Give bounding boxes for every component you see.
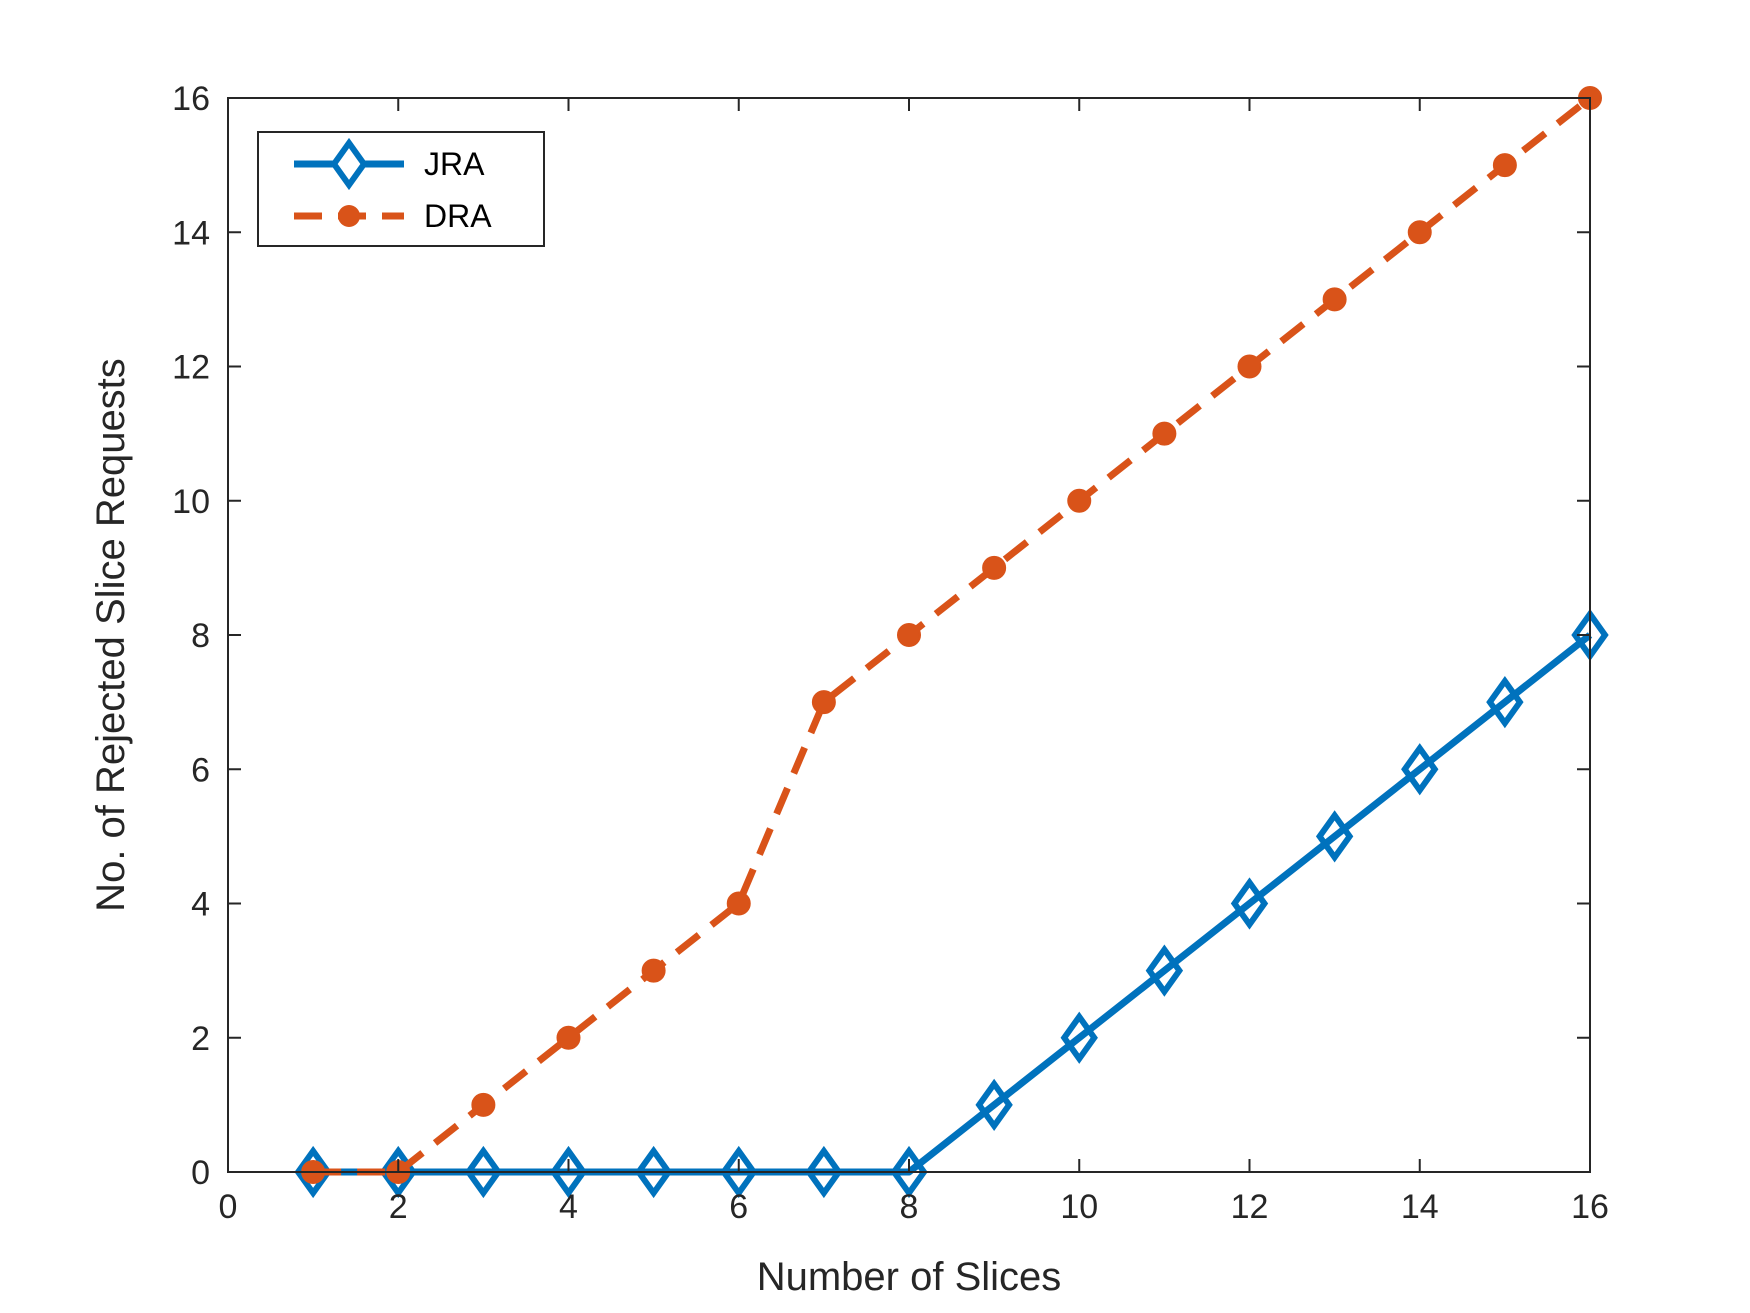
data-point-jra: [1060, 1011, 1098, 1064]
legend-marker-diamond: [330, 137, 368, 191]
data-point-jra: [634, 1145, 673, 1199]
data-point-dra: [897, 623, 921, 647]
legend: JRA DRA: [257, 131, 545, 247]
data-point-dra: [811, 690, 836, 715]
data-point-dra: [982, 555, 1007, 580]
data-point-jra: [720, 1145, 758, 1199]
data-point-dra: [556, 1025, 581, 1050]
data-point-dra: [1152, 421, 1177, 446]
series-dra: [301, 86, 1602, 1184]
legend-label: JRA: [424, 146, 485, 182]
y-tick-label: 6: [191, 751, 210, 789]
x-tick-label: 0: [219, 1188, 238, 1226]
data-point-jra: [1230, 877, 1269, 930]
data-point-jra: [1315, 810, 1354, 863]
x-tick-label: 6: [729, 1188, 748, 1226]
y-tick-label: 16: [172, 80, 210, 118]
y-tick-label: 10: [172, 483, 210, 521]
x-tick-label: 10: [1060, 1188, 1098, 1226]
data-point-jra: [975, 1078, 1013, 1132]
data-point-dra: [1237, 354, 1262, 379]
x-tick-label: 2: [389, 1188, 408, 1226]
data-point-jra: [805, 1145, 843, 1199]
data-point-jra: [464, 1145, 503, 1199]
y-axis-title: No. of Rejected Slice Requests: [89, 358, 133, 912]
data-point-dra: [1322, 287, 1347, 312]
x-axis-title: Number of Slices: [757, 1255, 1062, 1299]
y-tick-label: 12: [172, 349, 210, 387]
data-point-dra: [1492, 153, 1517, 178]
data-point-dra: [471, 1092, 496, 1117]
legend-marker-circle: [338, 205, 360, 227]
x-tick-label: 14: [1401, 1188, 1439, 1226]
ticks-layer: 0 2 4 6 8 10 12 14 16 0 2 4 6 8 10 12 14 16: [172, 80, 1609, 1226]
y-tick-label: 0: [191, 1154, 210, 1192]
data-point-dra: [641, 958, 666, 983]
data-point-dra: [726, 891, 751, 916]
legend-label: DRA: [424, 198, 492, 234]
data-point-jra: [549, 1145, 588, 1199]
data-point-jra: [1145, 944, 1184, 997]
x-tick-label: 16: [1571, 1188, 1609, 1226]
data-point-dra: [1067, 488, 1092, 513]
y-tick-label: 2: [191, 1020, 210, 1058]
legend-entry-dra: DRA: [294, 198, 492, 234]
y-tick-label: 14: [172, 214, 210, 252]
legend-box: [257, 131, 545, 247]
data-point-jra: [294, 1145, 332, 1199]
x-tick-label: 4: [559, 1188, 578, 1226]
data-point-dra: [1407, 220, 1432, 245]
series-line-dra: [313, 95, 1593, 1176]
data-point-jra: [1486, 675, 1524, 729]
x-tick-label: 12: [1231, 1188, 1269, 1226]
data-point-jra: [890, 1145, 928, 1199]
y-tick-label: 8: [191, 617, 210, 655]
x-tick-label: 8: [900, 1188, 919, 1226]
legend-entry-jra: JRA: [294, 137, 485, 191]
y-tick-label: 4: [191, 886, 210, 924]
data-point-jra: [1401, 743, 1439, 796]
